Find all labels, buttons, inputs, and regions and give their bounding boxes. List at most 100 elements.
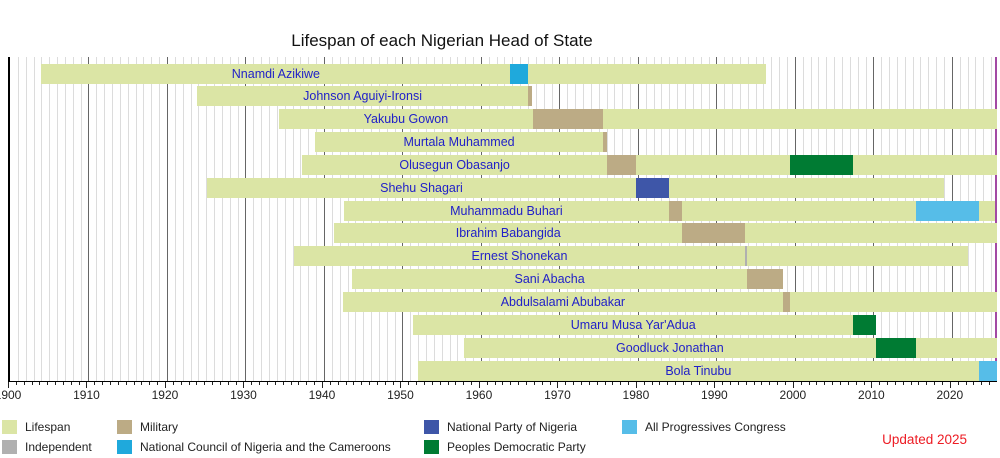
year-gridline [214,57,216,381]
axis-tick [23,382,25,385]
legend-label: National Council of Nigeria and the Came… [140,439,391,454]
axis-tick [549,382,551,385]
year-gridline [57,57,59,381]
term-segment-military [682,223,745,244]
axis-tick [839,382,841,385]
term-segment-military [782,292,791,312]
year-gridline [269,57,270,381]
axis-tick [871,382,873,388]
axis-tick [573,382,575,385]
year-gridline [33,57,35,381]
axis-tick [86,382,88,388]
axis-tick [431,382,433,385]
legend-label: Military [140,419,178,434]
axis-tick [78,382,80,385]
year-gridline [143,57,145,381]
axis-tick-label: 1900 [0,388,22,402]
npn-legend-swatch [424,419,439,434]
axis-tick [628,382,630,385]
axis-tick [643,382,645,385]
plot-area: Nnamdi Azikiwe Johnson Aguiyi-Ironsi Yakub… [8,57,997,382]
axis-tick [447,382,449,385]
legend: Lifespan Independent Military National Coun… [0,419,1000,458]
axis-tick [243,382,245,388]
axis-tick-label: 1990 [701,388,728,402]
axis-tick [62,382,64,385]
axis-tick [588,382,590,385]
person-row: Ernest Shonekan [10,246,997,267]
axis-tick [714,382,716,388]
term-segment-military [747,269,783,290]
axis-tick [274,382,276,385]
axis-tick [557,382,559,388]
axis-tick [267,382,268,385]
year-gridline [72,57,74,381]
axis-tick [675,382,677,385]
person-row: Olusegun Obasanjo [10,154,997,175]
axis-tick [949,382,951,388]
axis-tick [337,382,339,385]
axis-tick [494,382,496,385]
legend-item: Peoples Democratic Party [424,439,586,454]
year-gridline [127,57,129,381]
term-segment-military [669,200,683,221]
term-segment-military [528,86,533,107]
axis-tick-label: 1920 [151,388,179,402]
term-segment-independent [744,246,747,267]
axis-tick [110,382,112,385]
axis-tick [133,382,135,385]
axis-tick-label: 1940 [308,388,336,402]
lifespan-bar [334,223,997,244]
year-gridline [198,57,200,381]
axis-tick [416,382,418,385]
axis-tick [55,382,57,385]
person-name-label: Bola Tinubu [665,363,732,378]
axis-tick [478,382,480,388]
axis-tick [384,382,386,385]
axis-tick [533,382,535,385]
term-segment-military [603,132,608,153]
lifespan-bar [413,314,877,335]
lifespan-bar [352,269,783,290]
axis-tick [219,382,221,385]
axis-tick [172,382,174,385]
axis-tick-label: 1970 [544,388,571,402]
person-row: Ibrahim Babangida [10,223,997,244]
axis-tick [526,382,528,385]
axis-tick [612,382,614,385]
lifespan-bar [207,177,944,198]
person-name-label: Ernest Shonekan [471,249,568,264]
lifespan-bar [41,63,767,84]
axis-tick [361,382,363,385]
term-segment-pdp [876,337,916,358]
axis-tick [47,382,49,385]
legend-label: Independent [25,439,92,454]
x-axis-tick-labels: 1900 1910 1920 1930 1940 1950 1960 1970 1980 1990… [0,388,995,402]
axis-tick [502,382,504,385]
axis-tick [887,382,889,385]
legend-item: Military [117,419,391,434]
axis-tick [902,382,904,385]
axis-tick [141,382,143,385]
axis-tick [863,382,865,385]
person-row: Murtala Muhammed [10,132,997,153]
person-name-label: Yakubu Gowon [363,112,449,127]
person-name-label: Ibrahim Babangida [455,226,561,241]
person-name-label: Umaru Musa Yar'Adua [570,317,696,332]
year-gridline [25,57,27,381]
axis-tick [39,382,41,385]
axis-tick [737,382,739,385]
year-gridline [253,57,255,381]
axis-tick [282,382,284,385]
axis-tick [981,382,983,385]
axis-tick [204,382,206,385]
person-row: Nnamdi Azikiwe [10,63,997,84]
axis-tick [667,382,669,385]
axis-tick [706,382,708,385]
axis-tick [298,382,300,385]
year-gridline [206,57,208,381]
term-segment-npn [635,177,670,198]
term-segment-military [532,109,604,130]
axis-tick [306,382,308,385]
